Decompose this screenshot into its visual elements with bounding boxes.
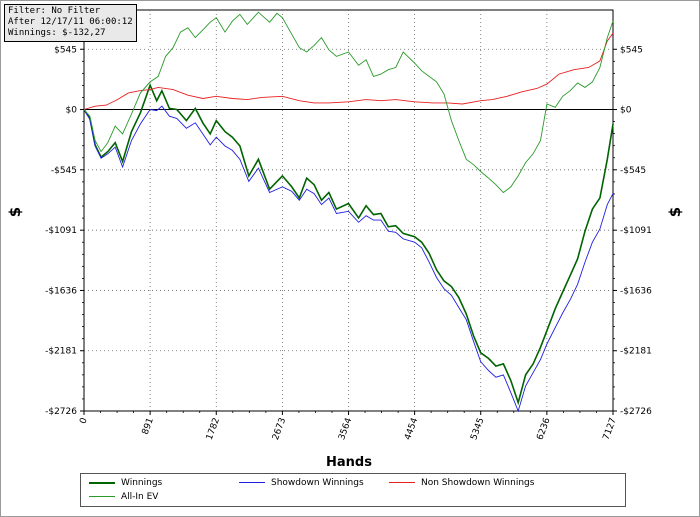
y-tick-label-right: -$1636 [620,286,652,296]
winnings-summary-text: Winnings: $-132,27 [8,28,106,38]
legend-label-non-showdown-winnings: Non Showdown Winnings [421,477,535,488]
x-tick-label: 4454 [403,416,420,441]
y-tick-label-left: -$1091 [45,226,77,236]
x-tick-label: 2673 [271,417,288,442]
legend-label-winnings: Winnings [121,477,163,488]
x-axis-title: Hands [326,455,372,470]
filter-text: Filter: No Filter [8,6,101,16]
y-tick-label-right: -$545 [620,166,646,176]
y-tick-label-left: -$2726 [45,407,77,417]
y-tick-label-left: $545 [54,45,77,55]
legend-label-all-in-ev: All-In EV [121,491,159,502]
legend-item-all-in-ev: All-In EV [89,490,158,503]
y-tick-label-left: -$1636 [45,286,77,296]
filter-info-box: Filter: No Filter After 12/17/11 06:00:1… [4,4,137,42]
series-line-all-in-ev [83,11,614,194]
y-tick-label-right: -$1091 [620,226,652,236]
x-tick-label: 5345 [469,417,486,442]
y-tick-label-right: $0 [620,106,632,116]
y-tick-label-left: $0 [66,106,78,116]
legend-swatch-winnings [89,481,115,484]
series-layer [83,11,614,413]
series-line-showdown-winnings [83,105,614,413]
legend-swatch-non-showdown-winnings [389,482,415,483]
legend-item-winnings: Winnings [89,476,162,489]
date-filter-text: After 12/17/11 06:00:12 [8,17,133,27]
legend-item-showdown-winnings: Showdown Winnings [239,476,364,489]
x-tick-label: 7127 [602,417,619,442]
x-tick-label: 6236 [535,416,552,441]
legend-swatch-all-in-ev [89,496,115,497]
y-axis-title-right: $ [666,207,684,217]
x-tick-label: 1782 [205,417,222,442]
y-tick-label-right: $545 [620,45,643,55]
x-tick-label: 0 [78,416,89,425]
legend-swatch-showdown-winnings [239,482,265,483]
y-tick-label-right: -$2181 [620,347,652,357]
y-axis-title-left: $ [6,207,24,217]
x-tick-label: 891 [141,417,156,437]
y-tick-label-left: -$2181 [45,347,77,357]
chart-legend: Winnings Showdown Winnings Non Showdown … [80,473,626,507]
y-tick-label-left: -$545 [51,166,77,176]
y-tick-label-right: -$2726 [620,407,652,417]
x-tick-label: 3564 [337,416,354,441]
series-line-non-showdown-winnings [83,32,614,110]
legend-item-non-showdown-winnings: Non Showdown Winnings [389,476,534,489]
series-line-winnings [83,82,614,406]
legend-label-showdown-winnings: Showdown Winnings [271,477,364,488]
